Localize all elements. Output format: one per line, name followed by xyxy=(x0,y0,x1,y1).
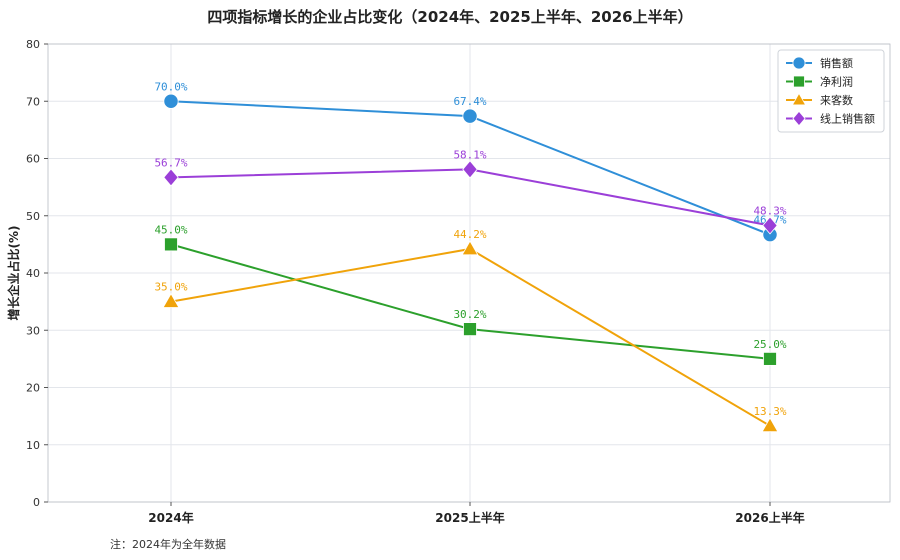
y-tick-label: 50 xyxy=(26,210,40,223)
data-point xyxy=(164,169,178,186)
legend-item: 线上销售额 xyxy=(786,111,875,125)
legend-label: 销售额 xyxy=(820,56,853,70)
data-label: 48.3% xyxy=(753,204,786,217)
y-axis: 0 10 20 30 40 50 60 70 80 xyxy=(26,38,48,509)
data-label: 35.0% xyxy=(154,281,187,294)
data-label: 13.3% xyxy=(753,405,786,418)
data-label: 56.7% xyxy=(154,156,187,169)
data-point xyxy=(462,241,478,255)
legend-label: 来客数 xyxy=(820,93,853,107)
data-label: 67.4% xyxy=(453,95,486,108)
x-tick-label: 2026上半年 xyxy=(735,510,804,525)
legend-item: 净利润 xyxy=(786,75,853,89)
data-point xyxy=(794,76,805,87)
data-point xyxy=(165,238,178,251)
data-point xyxy=(164,94,178,108)
y-tick-label: 20 xyxy=(26,382,40,395)
data-label: 30.2% xyxy=(453,308,486,321)
y-tick-label: 0 xyxy=(33,496,40,509)
y-tick-label: 60 xyxy=(26,153,40,166)
y-tick-label: 80 xyxy=(26,38,40,51)
data-point xyxy=(464,323,477,336)
data-label: 44.2% xyxy=(453,228,486,241)
x-tick-label: 2024年 xyxy=(148,510,193,525)
y-tick-label: 70 xyxy=(26,95,40,108)
legend-item: 销售额 xyxy=(786,56,853,70)
data-point xyxy=(764,352,777,365)
data-label: 25.0% xyxy=(753,338,786,351)
data-point xyxy=(463,161,477,178)
legend-label: 线上销售额 xyxy=(820,112,875,126)
y-tick-label: 30 xyxy=(26,324,40,337)
y-tick-label: 40 xyxy=(26,267,40,280)
data-point xyxy=(762,418,778,432)
x-tick-label: 2025上半年 xyxy=(435,510,504,525)
data-label: 58.1% xyxy=(453,148,486,161)
data-label: 45.0% xyxy=(154,223,187,236)
series-group: 70.0%67.4%46.7%45.0%30.2%25.0%35.0%44.2%… xyxy=(154,80,786,431)
data-label: 70.0% xyxy=(154,80,187,93)
data-point xyxy=(793,57,805,69)
x-axis: 2024年 2025上半年 2026上半年 xyxy=(148,502,804,525)
y-axis-label: 增长企业占比(%) xyxy=(6,226,21,321)
data-point xyxy=(463,109,477,123)
legend-label: 净利润 xyxy=(820,75,853,89)
chart-title: 四项指标增长的企业占比变化（2024年、2025上半年、2026上半年） xyxy=(207,8,692,26)
series-线上销售额: 56.7% 58.1% 48.3% xyxy=(154,148,786,234)
y-tick-label: 10 xyxy=(26,439,40,452)
footnote: 注：2024年为全年数据 xyxy=(110,537,226,551)
